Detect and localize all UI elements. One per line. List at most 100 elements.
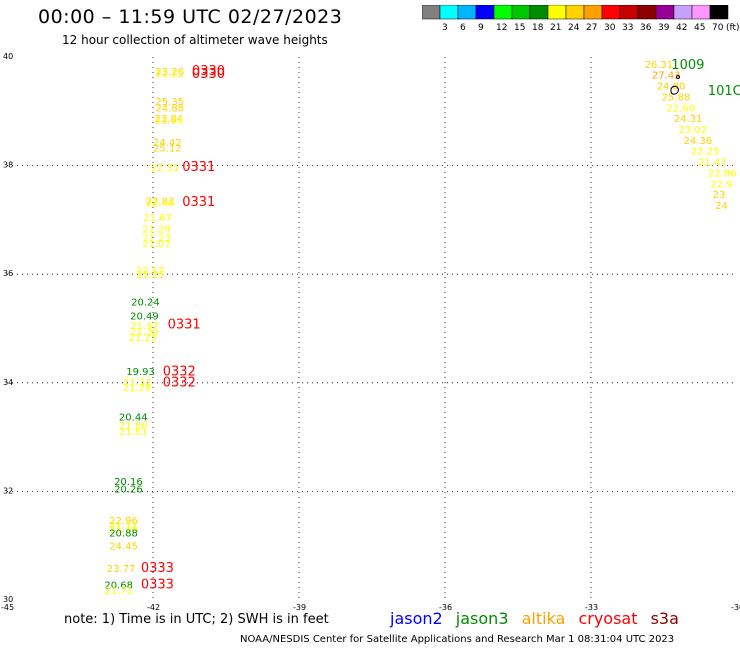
wave-height-value: 25.12 [153,143,182,154]
wave-height-value: 21.61 [119,427,148,438]
map-title: 00:00 – 11:59 UTC 02/27/2023 [38,6,343,28]
wave-height-value: 21.71 [109,520,138,531]
wave-height-value: 22.25 [691,147,720,158]
wave-height-value: 24.80 [657,82,686,93]
wave-height-value: 21.29 [142,224,171,235]
island-outline [670,85,679,95]
wave-height-value: 23.77 [107,564,136,575]
wave-height-value: 21.71 [104,586,133,597]
wave-height-value: 19.93 [126,367,155,378]
lat-tick-label: 38 [3,161,13,170]
wave-height-value: 21.25 [136,270,165,281]
wave-height-value: 22.60 [666,103,695,114]
wave-height-value: 21.36 [109,525,138,536]
wave-height-value: 20.49 [130,311,159,322]
colorbar-label: 3 [442,23,448,33]
lon-tick-label: -30 [731,603,740,610]
legend-s3a: s3a [650,609,679,628]
colorbar-label: 70 [712,23,724,33]
lat-tick-label: 36 [3,269,13,278]
buoy-id: 1009 [671,58,704,73]
wave-height-value: 21.47 [698,158,727,169]
time-label: 0333 [141,578,174,593]
colorbar-label: 42 [676,23,687,33]
time-label: 0330 [192,64,225,79]
wave-height-value: 21.23 [142,234,171,245]
wave-height-value: 22.9 [710,179,732,190]
colorbar-label: 18 [532,23,544,33]
legend-cryosat: cryosat [578,609,638,628]
wave-height-value: 21.67 [143,213,172,224]
wave-height-value: 23 [713,190,726,201]
wave-height-value: 23.84 [154,114,183,125]
colorbar-label: 12 [496,23,507,33]
wave-height-value: 20.88 [109,528,138,539]
wave-height-value: 20.24 [131,298,160,309]
colorbar-label: 39 [658,23,670,33]
wave-height-value: 21.28 [123,383,152,394]
wave-height-map: -45 -42 -39 -36 -33 -30 40 38 36 34 32 30 23.2623.22… [1,52,740,610]
lat-tick-label: 34 [3,378,13,387]
wave-height-value: 24 [715,201,728,212]
lat-tick-label: 32 [3,486,13,495]
legend-jason3: jason3 [455,609,509,628]
lon-tick-label: -33 [585,603,598,610]
time-label: 0331 [182,160,215,175]
legend-altika: altika [521,609,566,628]
colorbar-swatch [709,5,729,20]
colorbar-unit: (ft) [726,23,740,33]
colorbar-label: 27 [586,23,597,33]
time-label: 0333 [141,561,174,576]
wave-height-value: 23.22 [155,69,184,80]
wave-height-value: 25.88 [662,92,691,103]
wave-height-value: 24.31 [674,114,703,125]
time-label: 0331 [182,195,215,210]
wave-height-value: 21.07 [142,239,171,250]
wave-height-value: 22.46 [146,198,175,209]
satellite-legend: jason2 jason3 altika cryosat s3a [390,609,687,628]
lat-tick-label: 40 [3,52,13,61]
footnote: note: 1) Time is in UTC; 2) SWH is in fe… [64,612,329,627]
lat-tick-label: 30 [3,595,13,604]
legend-jason2: jason2 [390,609,443,628]
wave-height-value: 20.16 [114,477,143,488]
wave-height-value: 21.80 [119,421,148,432]
colorbar-label: 45 [694,23,705,33]
wave-height-value: 21.47 [130,321,159,332]
time-label: 0331 [168,318,201,333]
lon-tick-label: -42 [147,603,160,610]
lon-tick-label: -36 [439,603,452,610]
colorbar-label: 24 [568,23,580,33]
wave-height-value: 22.17 [136,266,165,277]
buoy-id: 101C [708,84,740,99]
time-label: 0332 [163,376,196,391]
colorbar-label: 15 [514,23,525,33]
time-label: 0332 [163,365,196,380]
time-label: 0330 [192,67,225,82]
wave-height-value: 21.32 [123,378,152,389]
wave-height-colorbar: 3 6 9 12 15 18 21 24 27 30 33 36 39 42 45 70 (ft) [422,5,740,33]
lon-tick-label: -39 [293,603,306,610]
wave-height-value: 24.36 [683,136,712,147]
wave-height-value: 24.45 [109,542,138,553]
wave-height-value: 26.31 [645,60,674,71]
colorbar-label: 33 [622,23,633,33]
wave-height-value: 22.86 [708,168,737,179]
wave-height-value: 22.83 [146,197,175,208]
colorbar-label: 36 [640,23,652,33]
wave-height-value: 24.42 [153,138,182,149]
wave-height-value: 20.44 [119,412,148,423]
colorbar-label: 30 [604,23,616,33]
wave-height-value: 25.35 [155,97,184,108]
wave-height-value: 23.26 [155,67,184,78]
wave-height-value: 27.43 [652,71,681,82]
wave-height-value: 22.31 [151,163,180,174]
lon-tick-label: -45 [1,603,14,610]
wave-height-value: 20.68 [104,581,133,592]
colorbar-label: 21 [550,23,561,33]
colorbar-label: 9 [478,23,484,33]
wave-height-value: 23.34 [154,116,183,127]
map-subtitle: 12 hour collection of altimeter wave hei… [62,33,328,47]
credit-line: NOAA/NESDIS Center for Satellite Applica… [240,634,675,645]
wave-height-value: 20.26 [114,484,143,495]
